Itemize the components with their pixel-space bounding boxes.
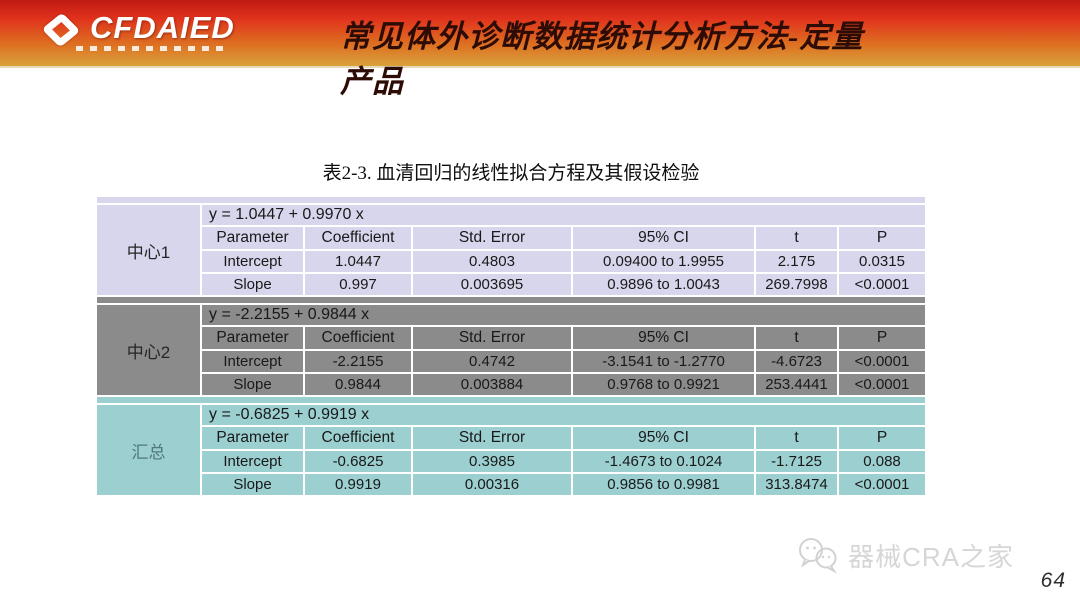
section-top-strip: [97, 297, 925, 303]
cell-parameter: Slope: [202, 374, 303, 395]
cell-95ci: 0.09400 to 1.9955: [573, 251, 754, 272]
cell-t: 313.8474: [756, 474, 837, 495]
col-header-95ci: 95% CI: [573, 327, 754, 349]
table-row-intercept: Intercept -2.2155 0.4742 -3.1541 to -1.2…: [202, 351, 925, 372]
watermark-text: 器械CRA之家: [848, 541, 1014, 572]
col-header-std-error: Std. Error: [413, 427, 571, 449]
col-header-parameter: Parameter: [202, 327, 303, 349]
cell-std-error: 0.00316: [413, 474, 571, 495]
cell-p: <0.0001: [839, 274, 925, 295]
regression-table: 中心1 y = 1.0447 + 0.9970 x Parameter Coef…: [97, 197, 925, 497]
cell-coefficient: 0.9919: [305, 474, 411, 495]
cell-parameter: Slope: [202, 474, 303, 495]
table-section-pooled: 汇总 y = -0.6825 + 0.9919 x Parameter Coef…: [97, 397, 925, 495]
col-header-p: P: [839, 327, 925, 349]
cell-parameter: Intercept: [202, 351, 303, 372]
cell-std-error: 0.003695: [413, 274, 571, 295]
cell-95ci: -1.4673 to 0.1024: [573, 451, 754, 472]
cell-p: <0.0001: [839, 351, 925, 372]
header-banner: CFDAIED 常见体外诊断数据统计分析方法-定量产品: [0, 0, 1080, 99]
cell-parameter: Intercept: [202, 251, 303, 272]
table-header-row: Parameter Coefficient Std. Error 95% CI …: [202, 327, 925, 349]
col-header-coefficient: Coefficient: [305, 327, 411, 349]
watermark: 器械CRA之家: [797, 536, 1014, 574]
table-row-intercept: Intercept -0.6825 0.3985 -1.4673 to 0.10…: [202, 451, 925, 472]
cell-95ci: -3.1541 to -1.2770: [573, 351, 754, 372]
cell-std-error: 0.4742: [413, 351, 571, 372]
cell-p: 0.0315: [839, 251, 925, 272]
cell-t: 2.175: [756, 251, 837, 272]
cell-t: -4.6723: [756, 351, 837, 372]
table-caption: 表2-3. 血清回归的线性拟合方程及其假设检验: [322, 163, 700, 184]
col-header-95ci: 95% CI: [573, 227, 754, 249]
table-row-slope: Slope 0.997 0.003695 0.9896 to 1.0043 26…: [202, 274, 925, 295]
section-top-strip: [97, 397, 925, 403]
page-number: 64: [1040, 569, 1066, 592]
cell-95ci: 0.9896 to 1.0043: [573, 274, 754, 295]
table-row-slope: Slope 0.9919 0.00316 0.9856 to 0.9981 31…: [202, 474, 925, 495]
cell-coefficient: -2.2155: [305, 351, 411, 372]
cell-parameter: Intercept: [202, 451, 303, 472]
col-header-parameter: Parameter: [202, 227, 303, 249]
cell-t: 269.7998: [756, 274, 837, 295]
regression-equation: y = -0.6825 + 0.9919 x: [202, 405, 925, 425]
col-header-t: t: [756, 427, 837, 449]
table-row-slope: Slope 0.9844 0.003884 0.9768 to 0.9921 2…: [202, 374, 925, 395]
cell-95ci: 0.9856 to 0.9981: [573, 474, 754, 495]
section-label: 中心1: [97, 205, 200, 295]
cell-coefficient: 0.997: [305, 274, 411, 295]
cell-parameter: Slope: [202, 274, 303, 295]
col-header-std-error: Std. Error: [413, 327, 571, 349]
table-header-row: Parameter Coefficient Std. Error 95% CI …: [202, 227, 925, 249]
regression-equation: y = -2.2155 + 0.9844 x: [202, 305, 925, 325]
cell-coefficient: -0.6825: [305, 451, 411, 472]
regression-equation: y = 1.0447 + 0.9970 x: [202, 205, 925, 225]
col-header-std-error: Std. Error: [413, 227, 571, 249]
diamond-logo-icon: [41, 12, 81, 48]
cell-coefficient: 1.0447: [305, 251, 411, 272]
cell-p: <0.0001: [839, 474, 925, 495]
table-section-center1: 中心1 y = 1.0447 + 0.9970 x Parameter Coef…: [97, 197, 925, 295]
col-header-p: P: [839, 227, 925, 249]
col-header-coefficient: Coefficient: [305, 227, 411, 249]
col-header-95ci: 95% CI: [573, 427, 754, 449]
section-label: 汇总: [97, 405, 200, 495]
logo-text: CFDAIED: [90, 10, 235, 45]
col-header-t: t: [756, 227, 837, 249]
wechat-icon: [799, 538, 837, 574]
cell-std-error: 0.4803: [413, 251, 571, 272]
logo-tagline-decoration: [76, 46, 226, 51]
cell-p: 0.088: [839, 451, 925, 472]
table-section-center2: 中心2 y = -2.2155 + 0.9844 x Parameter Coe…: [97, 297, 925, 395]
col-header-coefficient: Coefficient: [305, 427, 411, 449]
cell-std-error: 0.003884: [413, 374, 571, 395]
col-header-t: t: [756, 327, 837, 349]
section-top-strip: [97, 197, 925, 203]
table-row-intercept: Intercept 1.0447 0.4803 0.09400 to 1.995…: [202, 251, 925, 272]
cell-95ci: 0.9768 to 0.9921: [573, 374, 754, 395]
table-header-row: Parameter Coefficient Std. Error 95% CI …: [202, 427, 925, 449]
cell-t: -1.7125: [756, 451, 837, 472]
cell-t: 253.4441: [756, 374, 837, 395]
col-header-p: P: [839, 427, 925, 449]
banner-title: 常见体外诊断数据统计分析方法-定量产品: [340, 19, 864, 99]
cell-p: <0.0001: [839, 374, 925, 395]
logo: CFDAIED: [40, 10, 235, 48]
section-label: 中心2: [97, 305, 200, 395]
cell-coefficient: 0.9844: [305, 374, 411, 395]
col-header-parameter: Parameter: [202, 427, 303, 449]
cell-std-error: 0.3985: [413, 451, 571, 472]
